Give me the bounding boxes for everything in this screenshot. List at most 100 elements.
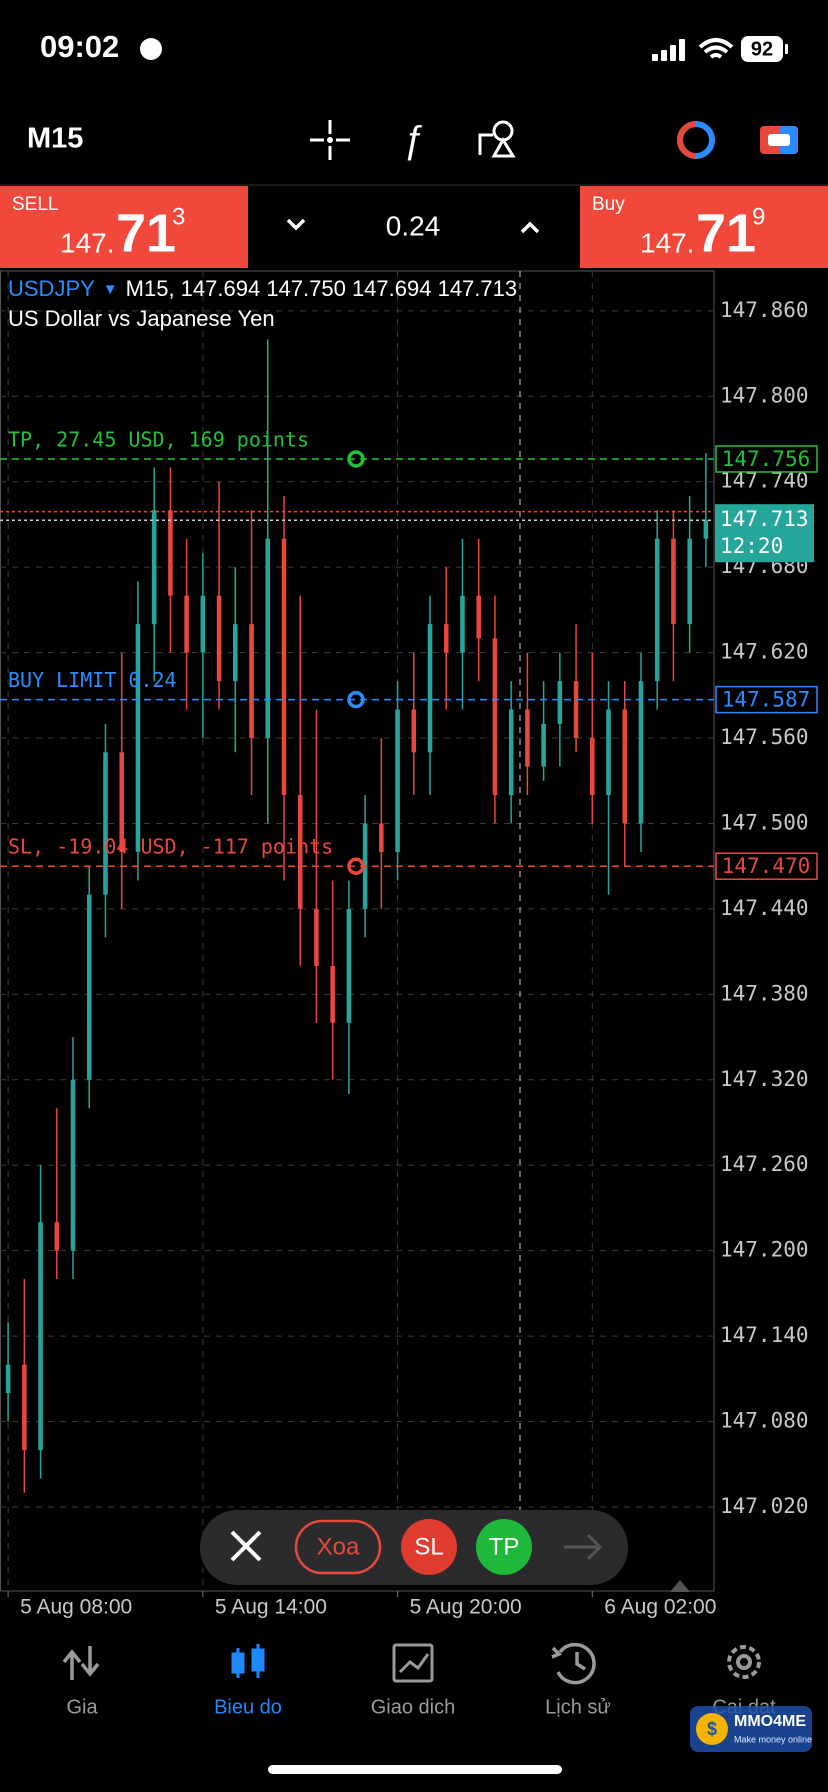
candle-body (5, 1364, 11, 1394)
y-tick-label: 147.620 (720, 640, 809, 664)
y-tick-label: 147.500 (720, 810, 809, 834)
current-price-box (715, 504, 814, 563)
y-tick-label: 147.080 (720, 1409, 809, 1433)
sell-price-sup: 3 (172, 203, 185, 230)
buy-price-sup: 9 (752, 203, 765, 230)
candle-body (86, 894, 92, 1080)
timeframe-button[interactable]: M15 (27, 123, 83, 155)
candle-body (427, 624, 433, 753)
y-tick-label: 147.260 (720, 1152, 809, 1176)
delete-button[interactable] (294, 1519, 382, 1575)
candle-body (249, 624, 254, 739)
candle-body (119, 752, 124, 852)
objects-button[interactable] (478, 120, 516, 158)
candle-body (460, 595, 465, 653)
level-price-box (715, 685, 818, 714)
candle-body (508, 709, 514, 796)
candle-body (541, 723, 546, 767)
nav-icon-chart[interactable] (231, 1644, 265, 1678)
symbol-dropdown[interactable]: ▼ (103, 281, 118, 298)
candle-body (314, 908, 319, 966)
buy-price-prefix: 147. (640, 227, 695, 258)
symbol[interactable]: USDJPY (8, 276, 95, 301)
nav-icon-history[interactable] (551, 1642, 596, 1685)
chart-header: USDJPY ▼ M15, 147.694 147.750 147.694 147.… (8, 276, 517, 301)
candle-body (168, 510, 173, 596)
nav-label[interactable]: Gia (66, 1696, 98, 1718)
crosshair-button[interactable] (310, 120, 350, 160)
candle-body (573, 681, 579, 739)
bar-timer: 12:20 (720, 534, 783, 558)
x-tick-label: 5 Aug 20:00 (410, 1596, 522, 1619)
candle-body (703, 520, 709, 539)
next-button[interactable] (564, 1533, 603, 1561)
candle-body (492, 638, 498, 796)
nav-icon-settings[interactable] (727, 1645, 761, 1679)
candle-body (135, 624, 141, 852)
candle-body (671, 538, 676, 625)
y-tick-label: 147.860 (720, 298, 809, 322)
account-button[interactable] (677, 121, 715, 159)
wifi-icon (698, 38, 734, 59)
buy-label: Buy (592, 194, 625, 215)
candle-body (200, 595, 206, 653)
nav-icon-trade[interactable] (392, 1643, 434, 1683)
y-tick-label: 147.200 (720, 1238, 809, 1262)
buy-button[interactable] (580, 186, 828, 268)
nav-label[interactable]: Giao dich (371, 1696, 456, 1718)
sell-price-prefix: 147. (60, 227, 115, 258)
symbol-description: US Dollar vs Japanese Yen (8, 306, 275, 331)
candle-body (622, 709, 628, 824)
level-price-box (715, 445, 818, 473)
home-indicator (268, 1765, 562, 1774)
signal-icon (652, 39, 685, 61)
nav-icon-quotes[interactable] (62, 1646, 100, 1680)
y-tick-label: 147.020 (720, 1494, 809, 1518)
candle-body (395, 709, 400, 852)
candle-body (476, 595, 481, 639)
close-button[interactable] (230, 1530, 262, 1562)
level-price: 147.587 (722, 688, 811, 712)
candle-body (22, 1364, 27, 1451)
battery-tip (785, 44, 788, 54)
tp-button[interactable] (476, 1519, 532, 1575)
chart: 147.020 147.080 147.140 147.200 147.260 147.3… (0, 271, 818, 1597)
x-tick-label: 5 Aug 08:00 (20, 1596, 132, 1619)
ohlc-info: M15, 147.694 147.750 147.694 147.713 (126, 276, 517, 301)
indicators-button[interactable]: ƒ (402, 119, 423, 162)
candle-body (54, 1222, 60, 1251)
candle-body (281, 538, 287, 796)
buy-price-big: 71 (696, 203, 756, 263)
candle-body (557, 681, 563, 724)
volume-up[interactable] (520, 221, 540, 234)
candle-body (70, 1079, 76, 1251)
sl-button[interactable] (401, 1519, 457, 1575)
level-handle (347, 690, 365, 709)
volume-down[interactable] (286, 218, 306, 231)
candle-body (525, 709, 530, 767)
nav-label[interactable]: Lịch sử (545, 1696, 611, 1718)
candle-body (265, 538, 271, 739)
watermark-title: MMO4ME (734, 1713, 806, 1730)
scroll-end[interactable] (670, 1580, 690, 1592)
x-tick-label: 6 Aug 02:00 (604, 1596, 716, 1619)
level-handle (347, 857, 365, 875)
trade-button[interactable] (760, 126, 798, 154)
level-price: 147.756 (722, 447, 811, 471)
x-tick-label: 5 Aug 14:00 (215, 1596, 327, 1619)
level-label: BUY LIMIT 0.24 (8, 668, 177, 692)
emoji-icon (140, 38, 162, 60)
level-handle (347, 450, 365, 468)
candle-body (654, 538, 660, 682)
sell-price-big: 71 (116, 203, 176, 263)
sell-button[interactable] (0, 186, 248, 268)
y-tick-label: 147.140 (720, 1323, 809, 1347)
volume[interactable]: 0.24 (386, 210, 441, 241)
level-label: TP, 27.45 USD, 169 points (8, 427, 309, 451)
nav-label[interactable]: Bieu do (214, 1696, 282, 1718)
candle-body (606, 709, 611, 796)
y-tick-label: 147.320 (720, 1067, 809, 1091)
watermark-logo (696, 1713, 728, 1745)
